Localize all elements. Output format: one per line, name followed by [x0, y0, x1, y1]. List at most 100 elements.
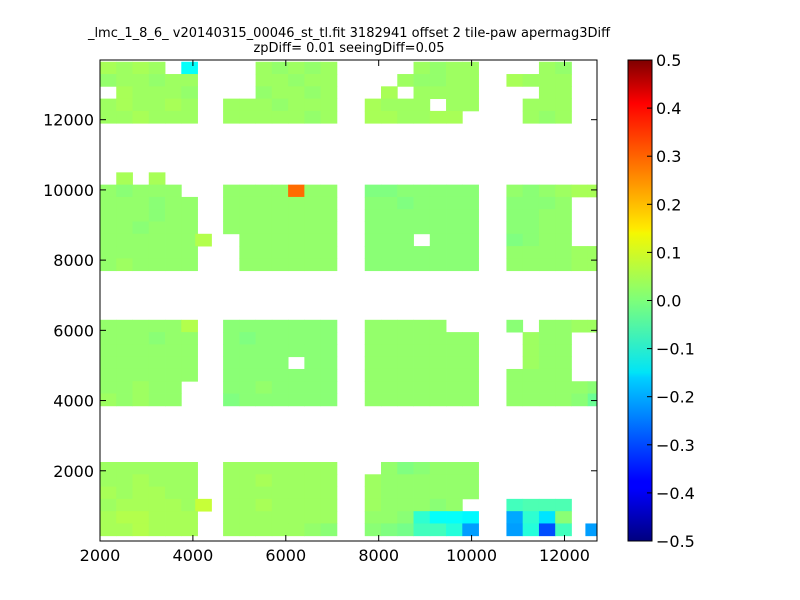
heatmap-cell	[148, 511, 166, 524]
heatmap-cell	[132, 258, 150, 272]
colorbar-tick-label: 0.0	[656, 292, 681, 311]
heatmap-cell	[587, 393, 598, 407]
heatmap-cell	[181, 462, 198, 475]
heatmap-cell	[571, 393, 589, 407]
heatmap-cell	[538, 233, 556, 247]
heatmap-cell	[522, 511, 540, 524]
heatmap-cell	[381, 462, 398, 475]
heatmap-cell	[271, 246, 289, 259]
heatmap-cell	[165, 98, 182, 112]
heatmap-cell	[429, 523, 447, 537]
heatmap-cell	[446, 61, 463, 75]
heatmap-cell	[462, 368, 479, 382]
x-tick-label: 8000	[358, 546, 399, 565]
heatmap-cell	[538, 368, 556, 382]
heatmap-cell	[381, 110, 398, 124]
heatmap-cell	[255, 74, 273, 87]
chart-subtitle: zpDiff= 0.01 seeingDiff=0.05	[253, 41, 444, 56]
heatmap-cell	[381, 184, 398, 198]
heatmap-cell	[148, 368, 166, 382]
heatmap-cell	[223, 196, 240, 210]
heatmap-cell	[271, 319, 289, 333]
heatmap-cell	[397, 258, 414, 272]
heatmap-cell	[429, 258, 447, 272]
heatmap-cell	[413, 498, 431, 512]
heatmap-cell	[271, 332, 289, 345]
heatmap-cell	[223, 98, 240, 112]
heatmap-cell	[538, 393, 556, 407]
heatmap-cell	[116, 110, 133, 124]
heatmap-cell	[181, 209, 198, 222]
heatmap-cell	[181, 246, 198, 259]
heatmap-cell	[116, 474, 133, 487]
heatmap-cell	[429, 233, 447, 247]
heatmap-cell	[397, 368, 414, 382]
y-tick-label: 10000	[43, 181, 94, 200]
heatmap-cell	[165, 258, 182, 272]
heatmap-cell	[148, 209, 166, 222]
heatmap-cell	[223, 356, 240, 370]
heatmap-cell	[397, 393, 414, 407]
heatmap-cell	[397, 486, 414, 500]
colorbar-tick-label: −0.4	[656, 484, 695, 503]
heatmap-cell	[132, 61, 150, 75]
heatmap-cell	[555, 356, 572, 370]
heatmap-cell	[397, 462, 414, 475]
heatmap-cell	[320, 462, 338, 475]
heatmap-cell	[239, 246, 257, 259]
x-tick-label: 12000	[539, 546, 590, 565]
heatmap-cell	[181, 344, 198, 358]
heatmap-cell	[381, 486, 398, 500]
heatmap-cell	[538, 74, 556, 87]
heatmap-cell	[116, 86, 133, 100]
heatmap-cell	[555, 368, 572, 382]
heatmap-cell	[413, 368, 431, 382]
heatmap-cell	[462, 381, 479, 394]
heatmap-cell	[413, 209, 431, 222]
heatmap-cell	[506, 498, 524, 512]
heatmap-cell	[538, 221, 556, 235]
heatmap-cell	[413, 61, 431, 75]
heatmap-cell	[255, 498, 273, 512]
heatmap-cell	[555, 344, 572, 358]
heatmap-cell	[288, 86, 305, 100]
heatmap-cell	[100, 209, 117, 222]
heatmap-cell	[506, 393, 524, 407]
heatmap-cell	[320, 486, 338, 500]
heatmap-cell	[429, 356, 447, 370]
heatmap-cell	[132, 332, 150, 345]
heatmap-cell	[555, 184, 572, 198]
heatmap-cell	[446, 498, 463, 512]
heatmap-cell	[116, 381, 133, 394]
heatmap-cell	[132, 110, 150, 124]
heatmap-cell	[116, 498, 133, 512]
heatmap-cell	[413, 319, 431, 333]
heatmap-cell	[381, 319, 398, 333]
heatmap-cell	[538, 61, 556, 75]
heatmap-cell	[148, 319, 166, 333]
heatmap-cell	[522, 393, 540, 407]
chart-title: _lmc_1_8_6_ v20140315_00046_st_tl.fit 31…	[87, 26, 611, 41]
heatmap-cell	[116, 332, 133, 345]
heatmap-cell	[304, 462, 322, 475]
heatmap-cell	[100, 258, 117, 272]
heatmap-cell	[271, 209, 289, 222]
heatmap-cell	[165, 209, 182, 222]
heatmap-cell	[364, 319, 382, 333]
heatmap-cell	[165, 319, 182, 333]
heatmap-cell	[413, 221, 431, 235]
heatmap-cell	[239, 258, 257, 272]
heatmap-cell	[132, 356, 150, 370]
heatmap-cell	[116, 344, 133, 358]
heatmap-cell	[446, 462, 463, 475]
heatmap-cell	[304, 332, 322, 345]
heatmap-cell	[288, 110, 305, 124]
heatmap-cell	[223, 184, 240, 198]
heatmap-cell	[239, 393, 257, 407]
x-tick-label: 6000	[265, 546, 306, 565]
heatmap-cell	[462, 486, 479, 500]
heatmap-cell	[538, 332, 556, 345]
heatmap-cell	[223, 319, 240, 333]
heatmap-cell	[116, 74, 133, 87]
heatmap-cell	[429, 86, 447, 100]
